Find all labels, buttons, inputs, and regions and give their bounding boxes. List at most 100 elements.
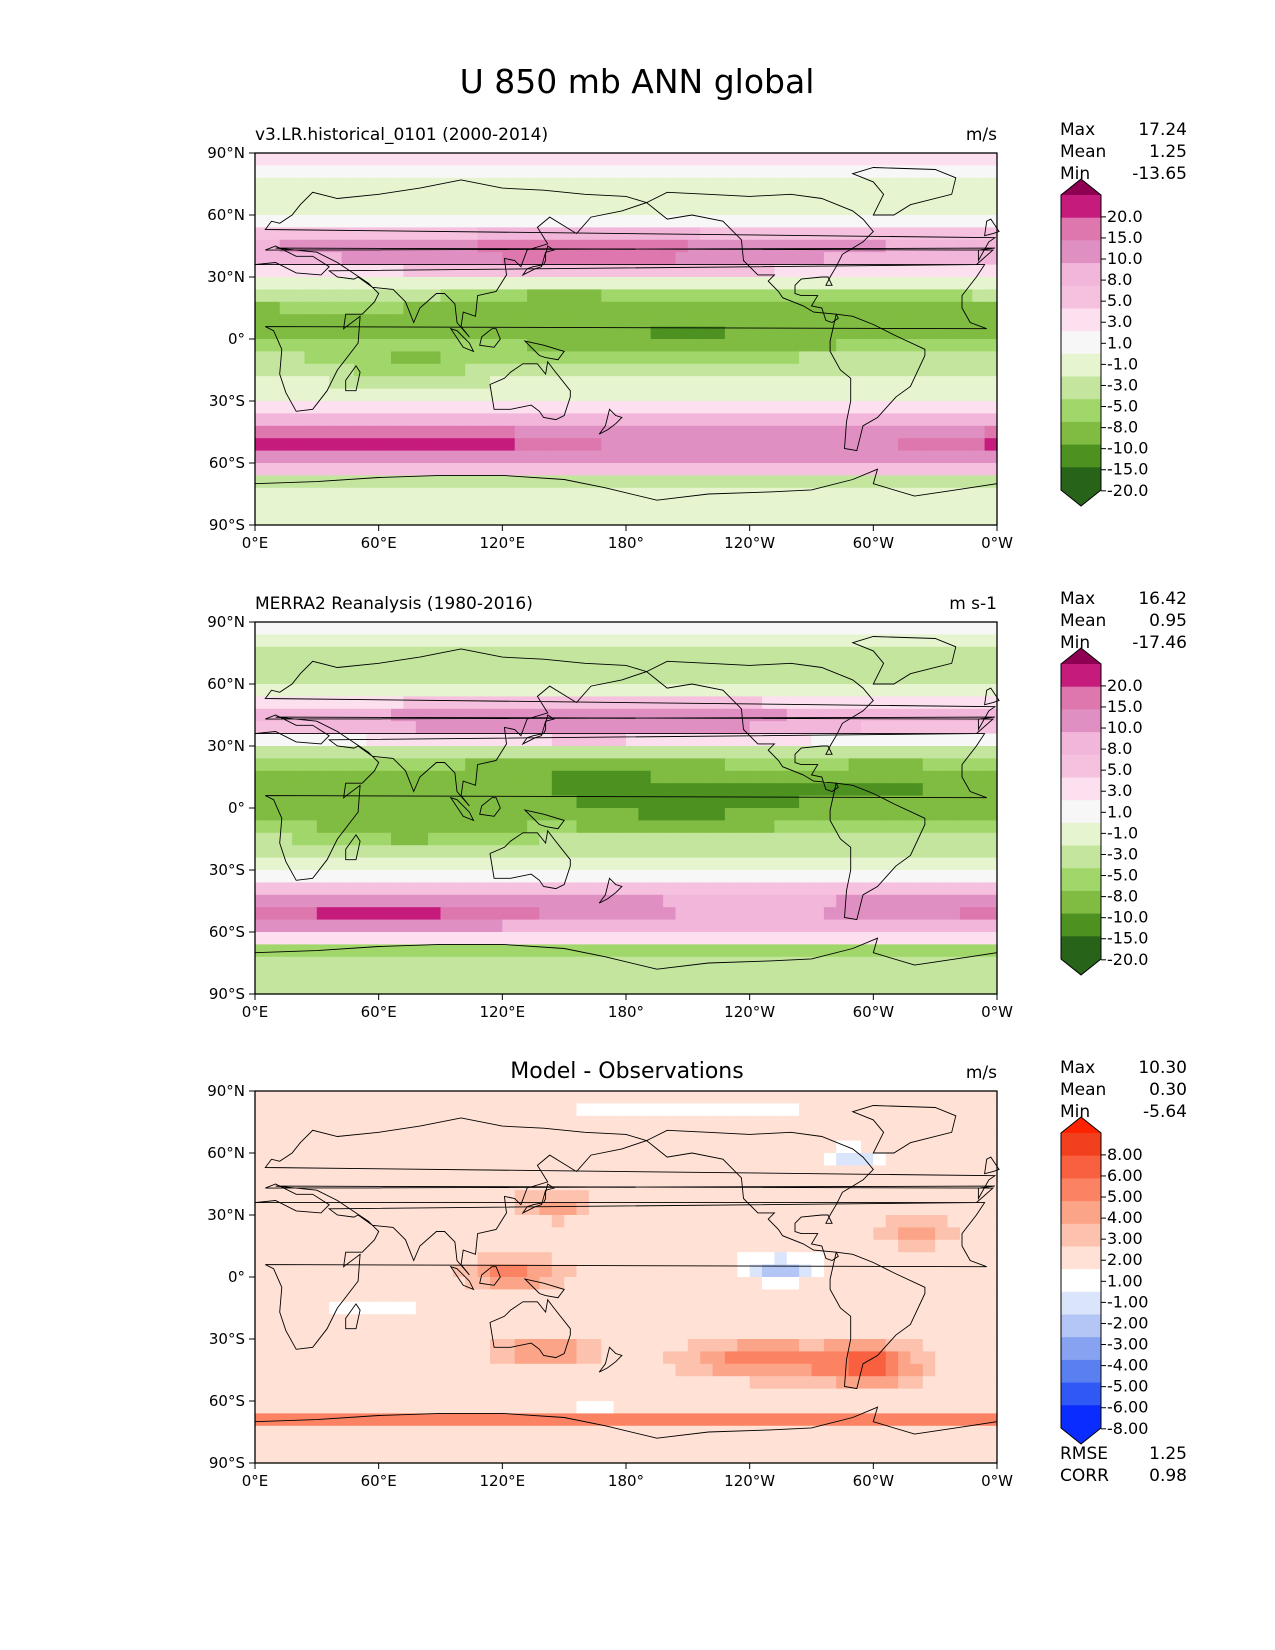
field-cell [823, 252, 837, 266]
field-cell [415, 1215, 429, 1228]
field-cell [279, 721, 293, 735]
field-cell [910, 659, 924, 673]
field-cell [984, 512, 998, 526]
field-cell [477, 894, 491, 908]
field-cell [762, 783, 775, 797]
field-cell [663, 770, 677, 784]
field-cell [490, 870, 503, 883]
field-cell [700, 425, 714, 439]
field-cell [255, 671, 268, 685]
field-cell [490, 981, 503, 995]
field-cell [465, 820, 479, 834]
field-cell [588, 894, 602, 908]
field-cell [687, 969, 701, 983]
field-cell [415, 1190, 429, 1204]
field-cell [873, 708, 887, 722]
field-cell [527, 1103, 541, 1117]
field-cell [613, 376, 627, 390]
field-cell [663, 1301, 677, 1315]
field-cell [465, 153, 479, 166]
field-cell [267, 1190, 281, 1204]
field-cell [341, 1153, 355, 1166]
field-cell [316, 239, 330, 253]
field-cell [700, 1264, 714, 1278]
field-cell [811, 1153, 825, 1166]
field-cell [836, 1215, 850, 1228]
field-cell [823, 239, 837, 253]
field-cell [341, 401, 355, 414]
field-cell [947, 932, 961, 945]
field-cell [922, 708, 936, 722]
field-cell [316, 919, 330, 933]
field-cell [391, 401, 404, 414]
field-cell [588, 969, 602, 983]
field-cell [910, 153, 924, 166]
field-cell [626, 969, 639, 983]
field-cell [922, 425, 936, 439]
field-cell [823, 202, 837, 216]
field-cell [601, 264, 615, 278]
field-cell [650, 708, 664, 722]
field-cell [539, 894, 553, 908]
field-cell [811, 153, 825, 166]
field-cell [626, 932, 639, 945]
field-cell [786, 832, 800, 846]
field-cell [378, 1128, 392, 1142]
field-cell [366, 500, 380, 514]
field-cell [366, 708, 380, 722]
field-cell [292, 1190, 306, 1204]
field-cell [564, 981, 578, 995]
field-cell [848, 438, 862, 452]
field-cell [613, 684, 627, 697]
field-cell [502, 413, 516, 427]
field-cell [663, 1103, 677, 1117]
field-cell [255, 746, 268, 759]
field-cell [551, 239, 565, 253]
field-cell [440, 512, 454, 526]
field-cell [292, 1289, 306, 1303]
field-cell [279, 1103, 293, 1117]
field-cell [972, 463, 986, 476]
field-cell [984, 1239, 998, 1253]
field-cell [861, 363, 874, 377]
field-cell [527, 388, 541, 402]
field-cell [502, 882, 516, 896]
field-cell [378, 425, 392, 439]
field-cell [415, 721, 429, 735]
field-cell [774, 339, 788, 352]
field-cell [626, 882, 639, 896]
field-cell [279, 1140, 293, 1154]
field-cell [255, 1091, 268, 1104]
field-cell [749, 463, 763, 476]
field-cell [564, 708, 578, 722]
field-cell [984, 289, 998, 303]
field-cell [786, 634, 800, 648]
field-cell [898, 202, 912, 216]
field-cell [984, 956, 998, 970]
field-cell [465, 1128, 479, 1142]
field-cell [873, 450, 887, 464]
field-cell [873, 239, 887, 253]
field-cell [885, 153, 899, 166]
field-cell [267, 500, 281, 514]
field-cell [267, 808, 281, 821]
field-cell [415, 487, 429, 501]
field-cell [353, 956, 367, 970]
colorbar-label: -20.0 [1107, 950, 1148, 969]
field-cell [378, 438, 392, 452]
field-cell [502, 1153, 516, 1166]
field-cell [502, 165, 516, 179]
field-cell [712, 956, 726, 970]
field-cell [786, 388, 800, 402]
field-cell [836, 1289, 850, 1303]
field-cell [959, 326, 973, 340]
field-cell [415, 733, 429, 747]
field-cell [663, 1252, 677, 1266]
field-cell [762, 622, 775, 635]
field-cell [341, 1091, 355, 1104]
field-cell [947, 907, 961, 921]
field-cell [873, 1115, 887, 1129]
field-cell [267, 919, 281, 933]
field-cell [873, 907, 887, 921]
field-cell [440, 857, 454, 871]
